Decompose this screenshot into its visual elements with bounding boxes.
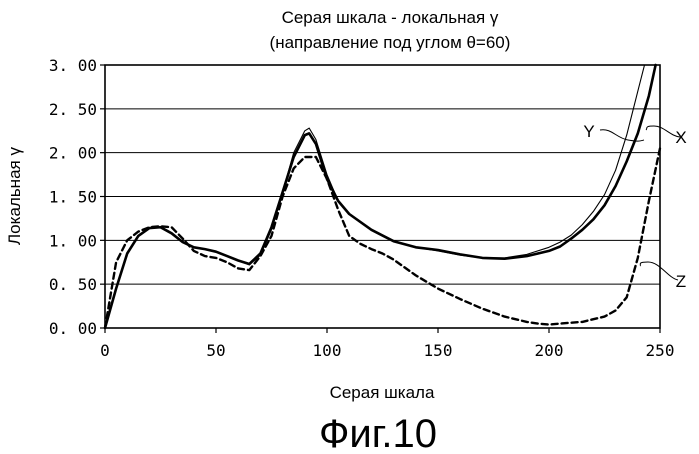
- series-lines: [103, 63, 662, 330]
- series-labels: X Y Z: [583, 122, 686, 291]
- series-leader-z: [639, 261, 679, 281]
- x-tick-label: 100: [313, 341, 342, 360]
- series-line-y: [104, 64, 646, 329]
- y-tick-label: 3. 00: [49, 56, 97, 75]
- series-leader-x: [645, 125, 681, 138]
- x-axis-ticks: 0 50 100 150 200 250: [100, 328, 674, 360]
- series-label-z: Z: [676, 272, 686, 291]
- y-tick-label: 1. 50: [49, 188, 97, 207]
- y-axis-label: Локальная γ: [5, 147, 24, 245]
- x-tick-label: 50: [206, 341, 225, 360]
- y-tick-label: 2. 00: [49, 144, 97, 163]
- y-tick-label: 0. 50: [49, 275, 97, 294]
- series-leader-y: [599, 129, 645, 142]
- y-axis-ticks: 0. 00 0. 50 1. 00 1. 50 2. 00 2. 50 3. 00: [49, 56, 105, 338]
- x-tick-label: 150: [424, 341, 453, 360]
- y-tick-label: 2. 50: [49, 100, 97, 119]
- series-label-y: Y: [583, 122, 594, 141]
- y-tick-label: 0. 00: [49, 319, 97, 338]
- x-tick-label: 250: [646, 341, 675, 360]
- x-axis-label: Серая шкала: [330, 383, 435, 402]
- figure-label: Фиг.10: [319, 412, 437, 454]
- series-label-x: X: [675, 128, 686, 147]
- grid-lines: [105, 108, 660, 285]
- series-line-z: [103, 147, 662, 330]
- chart-subtitle: (направление под углом θ=60): [270, 33, 511, 52]
- chart-title: Серая шкала - локальная γ: [282, 8, 499, 27]
- x-tick-label: 200: [535, 341, 564, 360]
- y-tick-label: 1. 00: [49, 231, 97, 250]
- x-tick-label: 0: [100, 341, 110, 360]
